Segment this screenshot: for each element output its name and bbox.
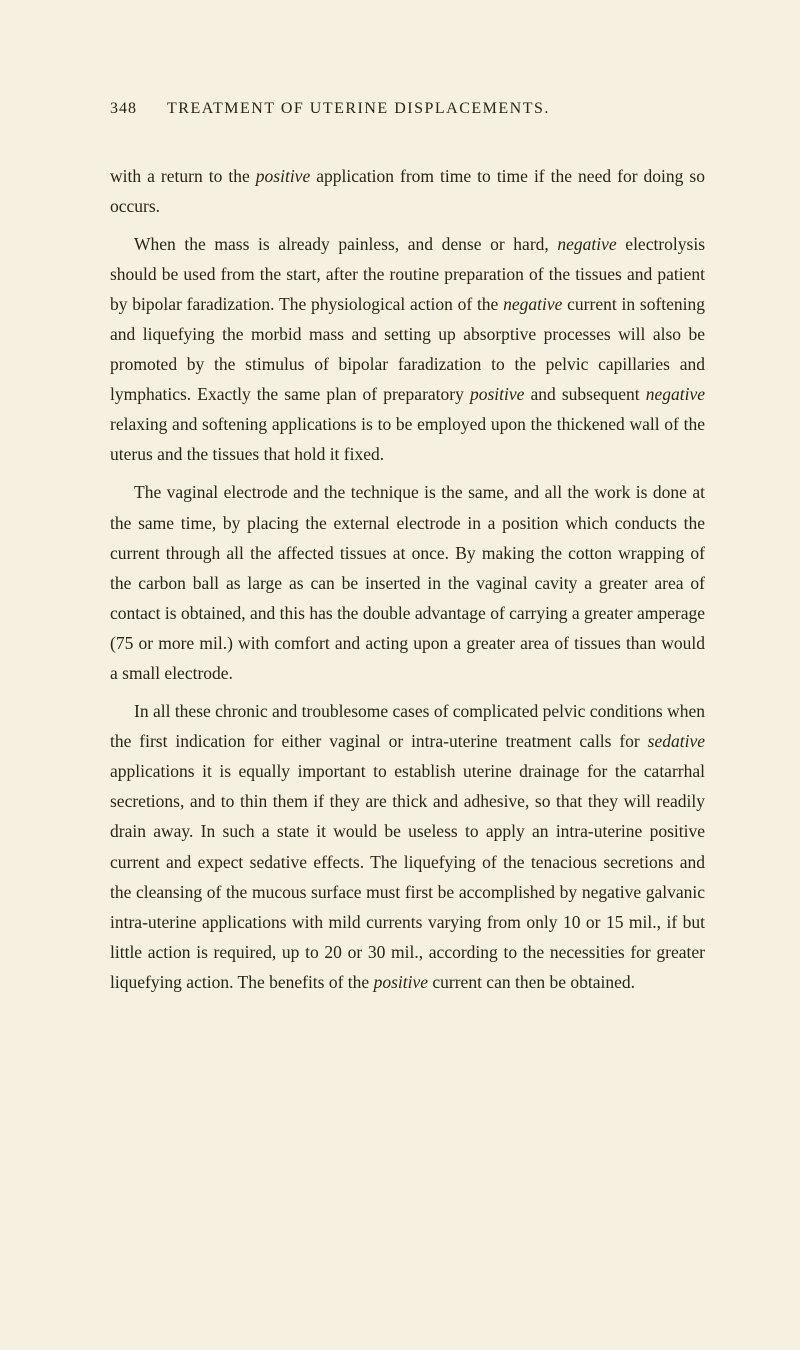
text-segment: When the mass is already painless, and d… xyxy=(134,234,557,254)
paragraph-1: with a return to the positive applicatio… xyxy=(110,161,705,221)
italic-text: negative xyxy=(503,294,562,314)
italic-text: positive xyxy=(470,384,524,404)
paragraph-4: In all these chronic and troublesome cas… xyxy=(110,696,705,997)
text-segment: current can then be obtained. xyxy=(428,972,635,992)
italic-text: negative xyxy=(557,234,616,254)
page-number: 348 xyxy=(110,95,137,123)
text-segment: The vaginal electrode and the technique … xyxy=(110,482,705,683)
paragraph-3: The vaginal electrode and the technique … xyxy=(110,477,705,688)
text-segment: relaxing and softening applications is t… xyxy=(110,414,705,464)
text-segment: applications it is equally important to … xyxy=(110,761,705,992)
italic-text: positive xyxy=(256,166,310,186)
page-title: TREATMENT OF UTERINE DISPLACEMENTS. xyxy=(167,95,550,123)
paragraph-2: When the mass is already painless, and d… xyxy=(110,229,705,470)
italic-text: sedative xyxy=(648,731,705,751)
text-segment: with a return to the xyxy=(110,166,256,186)
text-segment: and subsequent xyxy=(524,384,645,404)
page-header: 348 TREATMENT OF UTERINE DISPLACEMENTS. xyxy=(110,95,705,123)
text-segment: In all these chronic and troublesome cas… xyxy=(110,701,705,751)
italic-text: positive xyxy=(374,972,428,992)
italic-text: negative xyxy=(646,384,705,404)
document-page: 348 TREATMENT OF UTERINE DISPLACEMENTS. … xyxy=(0,0,800,1065)
